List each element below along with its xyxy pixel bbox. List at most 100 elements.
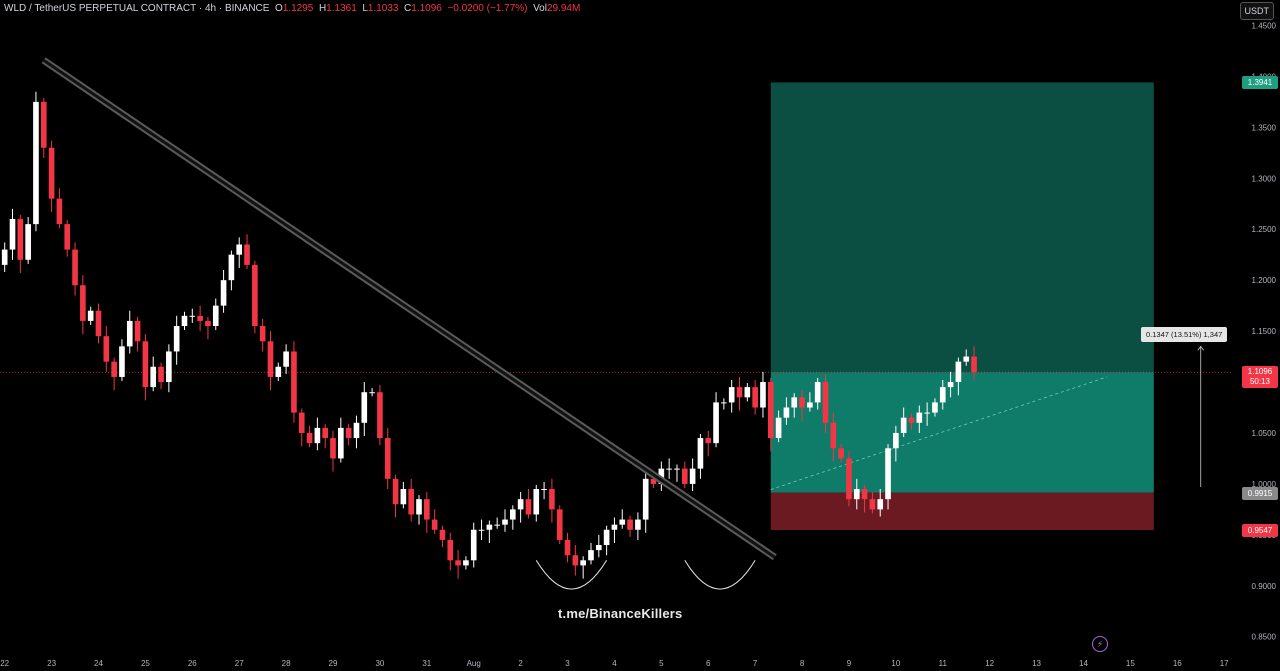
y-axis-tick-label: 1.3000 [1252,174,1277,183]
candle-body [80,285,86,321]
candle-body [408,489,415,515]
candle-body [212,305,219,326]
cup-pattern-arc [684,560,756,590]
candle-body [595,545,602,551]
candle-body [728,387,735,403]
candle-body [267,341,274,377]
candle-body [541,489,547,490]
candle-body [611,524,618,530]
candle-body [314,427,321,444]
candle-body [556,509,563,540]
candle-body [689,468,696,484]
chart-header: WLD / TetherUS PERPETUAL CONTRACT · 4h ·… [4,3,580,14]
candle-body [502,519,508,525]
candle-body [25,224,31,260]
candle-body [932,402,938,413]
candle-body [549,489,555,510]
low-label: L [362,3,368,14]
candle-body [40,101,47,148]
candle-body [416,499,422,515]
candle-body [760,382,766,408]
candle-body [478,529,485,531]
candle-body [424,499,430,520]
watermark-text: t.me/BinanceKillers [558,606,683,621]
candle-body [721,402,727,404]
measure-arrow-head [1197,345,1205,351]
candle-body [525,499,532,515]
candle-body [971,356,977,373]
y-axis-tick-label: 0.8500 [1252,633,1277,642]
x-axis-tick-label: 27 [235,659,244,668]
stop-price-tag: 0.9547 [1242,524,1278,538]
candle-body [306,432,313,444]
current-price-value: 1.1096 [1247,367,1273,377]
candle-body [252,264,258,326]
candle-body [807,402,813,408]
candle-body [158,366,164,383]
x-axis-tick-label: 24 [94,659,103,668]
candle-body [705,438,712,444]
x-axis-tick-label: 8 [800,659,805,668]
x-axis-tick-label: 16 [1173,659,1182,668]
x-axis-tick-label: 10 [891,659,900,668]
volume-value: 29.94M [546,3,581,14]
candle-body [369,392,375,394]
change-value: −0.0200 (−1.77%) [447,3,528,14]
candle-body [275,366,282,377]
candle-body [744,387,751,398]
candle-body [939,387,946,403]
candle-body [955,361,962,383]
low-value: 1.1033 [367,3,399,14]
close-value: 1.1096 [411,3,442,14]
lightning-icon[interactable]: ⚡ [1092,636,1108,652]
candle-body [924,412,930,414]
candle-body [877,499,884,510]
x-axis-tick-label: 28 [282,659,291,668]
candle-body [189,315,196,317]
y-axis-tick-label: 1.2000 [1252,276,1277,285]
entry-price-tag: 0.9915 [1242,486,1278,500]
candle-body [111,361,117,377]
y-axis-tick-label: 1.3500 [1252,123,1277,132]
candle-body [681,468,688,484]
candle-body [885,448,891,500]
x-axis-tick-label: 26 [188,659,197,668]
candle-body [603,529,610,546]
candle-body [283,351,289,367]
candle-body [291,351,297,413]
symbol-title[interactable]: WLD / TetherUS PERPETUAL CONTRACT · 4h ·… [4,3,270,14]
candle-body [134,320,141,342]
candle-body [166,351,172,383]
candle-body [674,468,680,470]
candle-body [244,244,250,265]
x-axis-tick-label: 30 [375,659,384,668]
candle-body [697,438,704,469]
candle-body [173,326,180,352]
candle-body [470,529,477,561]
candle-body [377,392,383,439]
candle-body [103,336,110,362]
currency-button[interactable]: USDT [1239,2,1274,20]
candle-body [197,315,203,321]
y-axis-tick-label: 1.4500 [1252,21,1277,30]
y-axis-tick-label: 1.2500 [1252,225,1277,234]
candle-body [228,254,235,281]
candle-body [564,539,571,556]
candle-body [338,427,344,459]
candle-body [236,244,243,255]
x-axis-tick-label: 5 [659,659,664,668]
x-axis-tick-label: 4 [612,659,617,668]
candle-body [853,489,860,500]
candle-body [87,310,94,321]
position-progress-line [770,376,1108,490]
candle-body [767,382,774,439]
profit-zone [770,82,1154,373]
x-axis-tick-label: 7 [753,659,758,668]
candle-body [455,560,461,566]
candle-body [588,550,594,561]
x-axis-tick-label: 14 [1079,659,1088,668]
x-axis-tick-label: 15 [1126,659,1135,668]
candle-body [64,224,71,250]
target-price-tag: 1.3941 [1242,76,1278,90]
